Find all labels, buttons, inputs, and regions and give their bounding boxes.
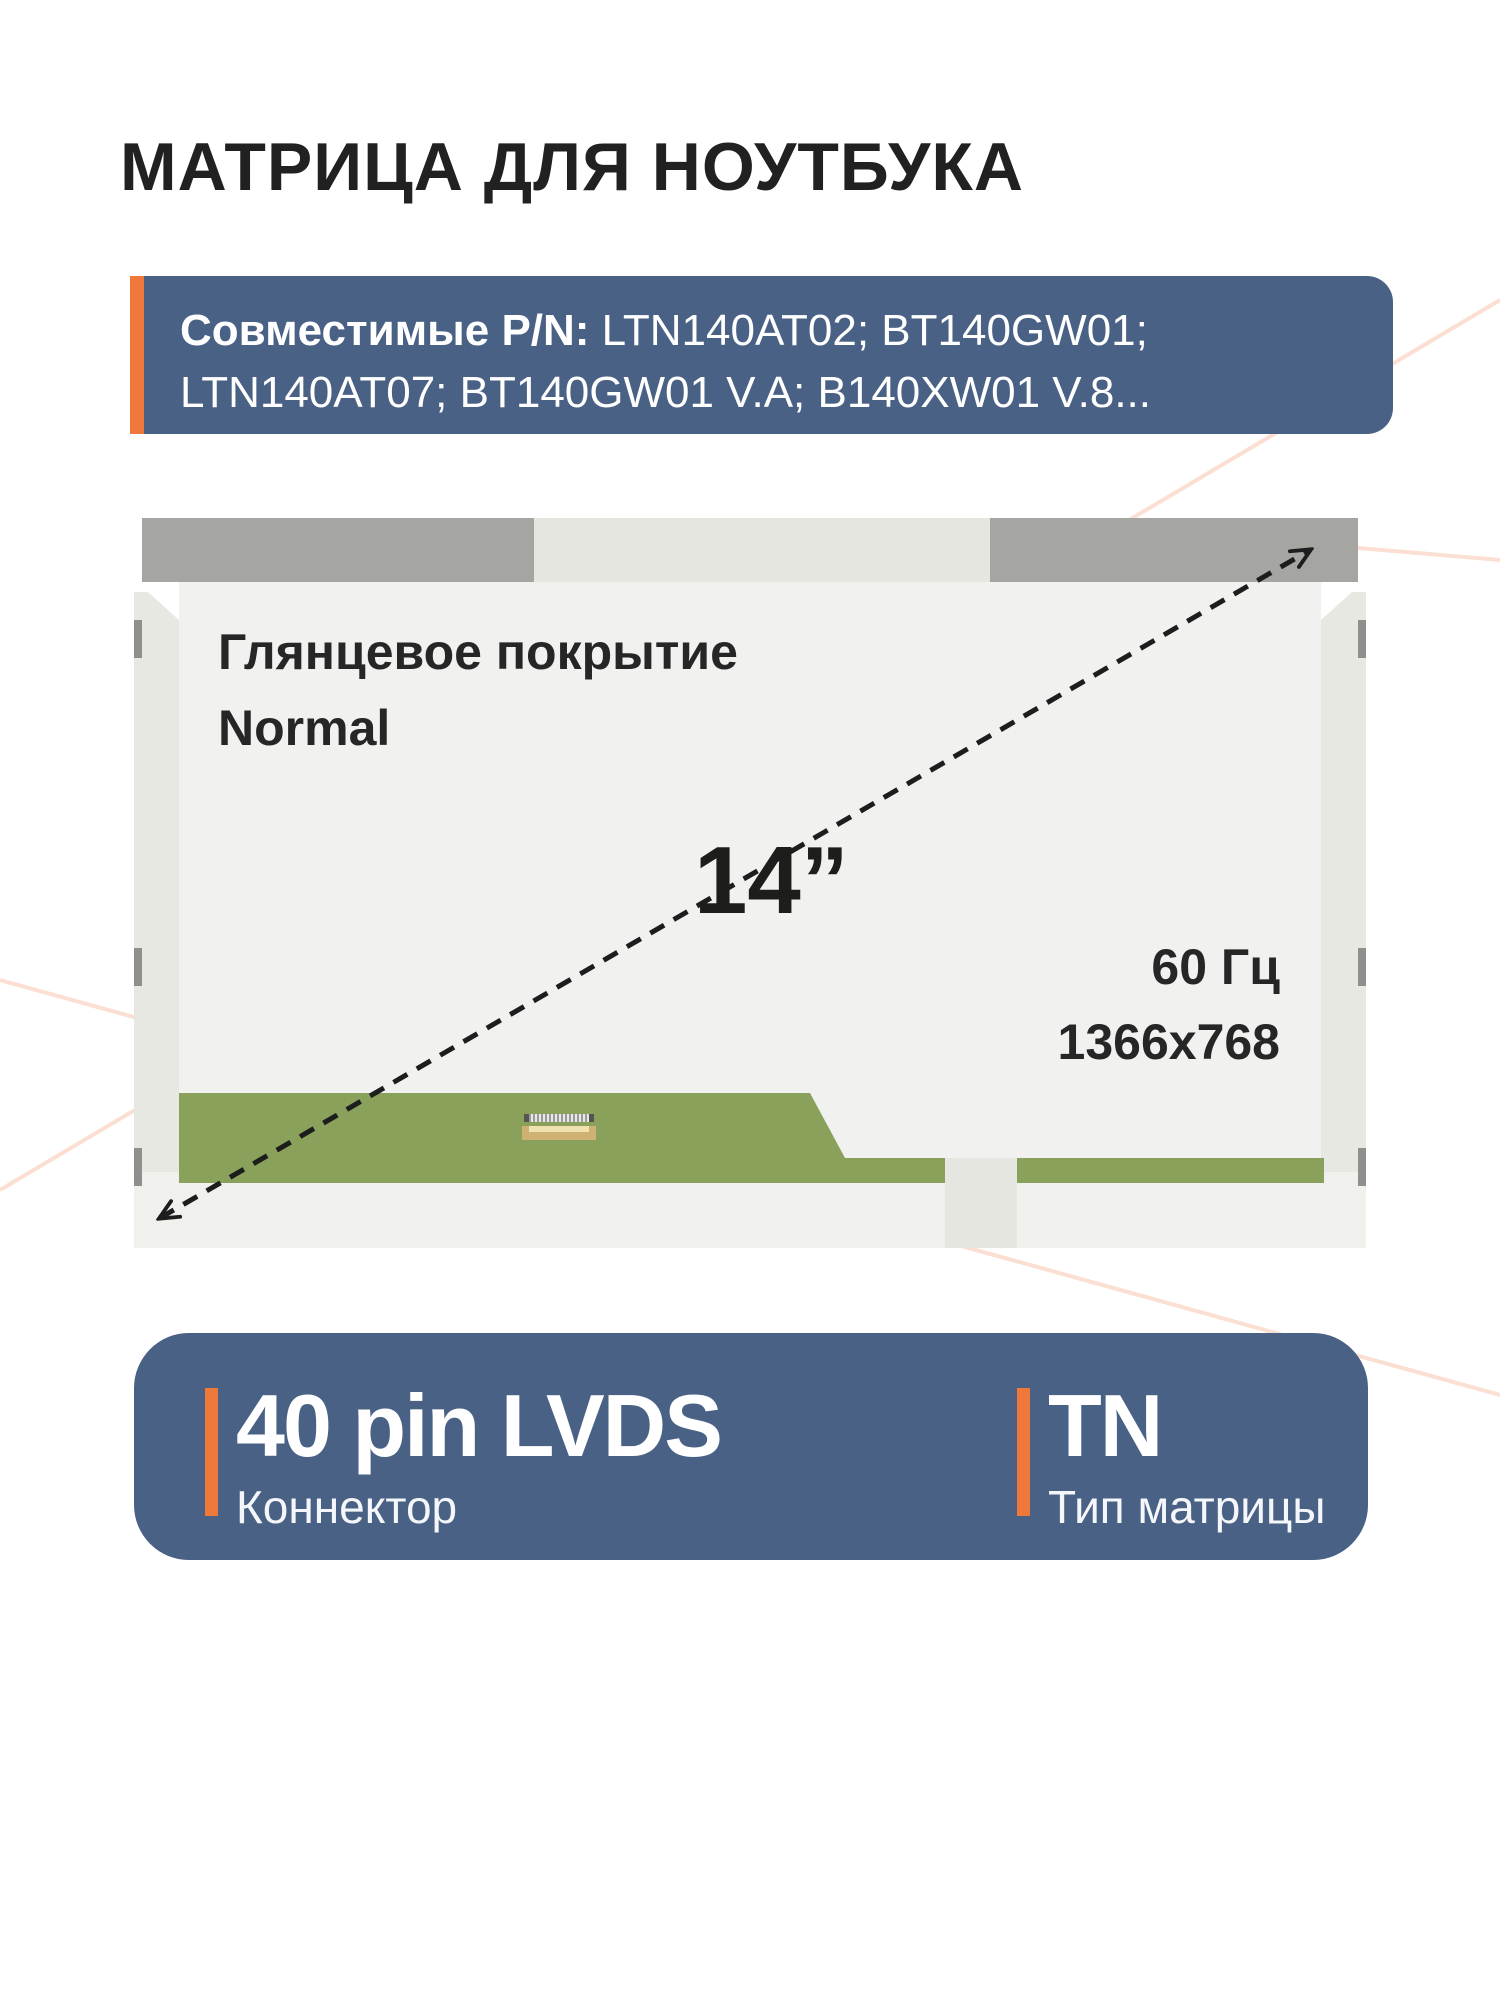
compatibility-line1: Совместимые P/N: LTN140AT02; BT140GW01;: [180, 300, 1363, 362]
mount-tab: [134, 948, 142, 986]
page-title: МАТРИЦА ДЛЯ НОУТБУКА: [120, 129, 1024, 205]
spec-label: Тип матрицы: [1048, 1481, 1326, 1533]
compatibility-label: Совместимые P/N:: [180, 306, 590, 355]
spec-accent-bar: [1017, 1388, 1030, 1516]
compatibility-line1-rest: LTN140AT02; BT140GW01;: [589, 306, 1148, 355]
spec-label: Коннектор: [236, 1481, 458, 1533]
spec-text: 40 pin LVDS Коннектор: [236, 1382, 723, 1534]
diagonal-measure-arrow: [134, 518, 1366, 1248]
spec-card: 40 pin LVDS Коннектор TN Тип матрицы: [134, 1333, 1368, 1560]
spec-matrix-type: TN Тип матрицы: [1017, 1382, 1326, 1534]
compatibility-text: Совместимые P/N: LTN140AT02; BT140GW01; …: [180, 300, 1363, 425]
mount-tab: [1358, 1148, 1366, 1186]
banner-accent-bar: [130, 276, 144, 434]
spec-text: TN Тип матрицы: [1048, 1382, 1326, 1534]
mount-tab: [134, 620, 142, 658]
compatibility-line2: LTN140AT07; BT140GW01 V.A; B140XW01 V.8.…: [180, 368, 1151, 418]
mount-tab: [134, 1148, 142, 1186]
compatibility-banner: Совместимые P/N: LTN140AT02; BT140GW01; …: [130, 276, 1393, 434]
spec-value: 40 pin LVDS: [236, 1376, 723, 1475]
mount-tab: [1358, 620, 1366, 658]
spec-accent-bar: [205, 1388, 218, 1516]
lcd-panel-illustration: Глянцевое покрытие Normal 14” 60 Гц 1366…: [134, 518, 1366, 1248]
mount-tab: [1358, 948, 1366, 986]
spec-value: TN: [1048, 1376, 1163, 1475]
panel-right-rail: [1321, 592, 1366, 1172]
spec-connector: 40 pin LVDS Коннектор: [205, 1382, 723, 1534]
